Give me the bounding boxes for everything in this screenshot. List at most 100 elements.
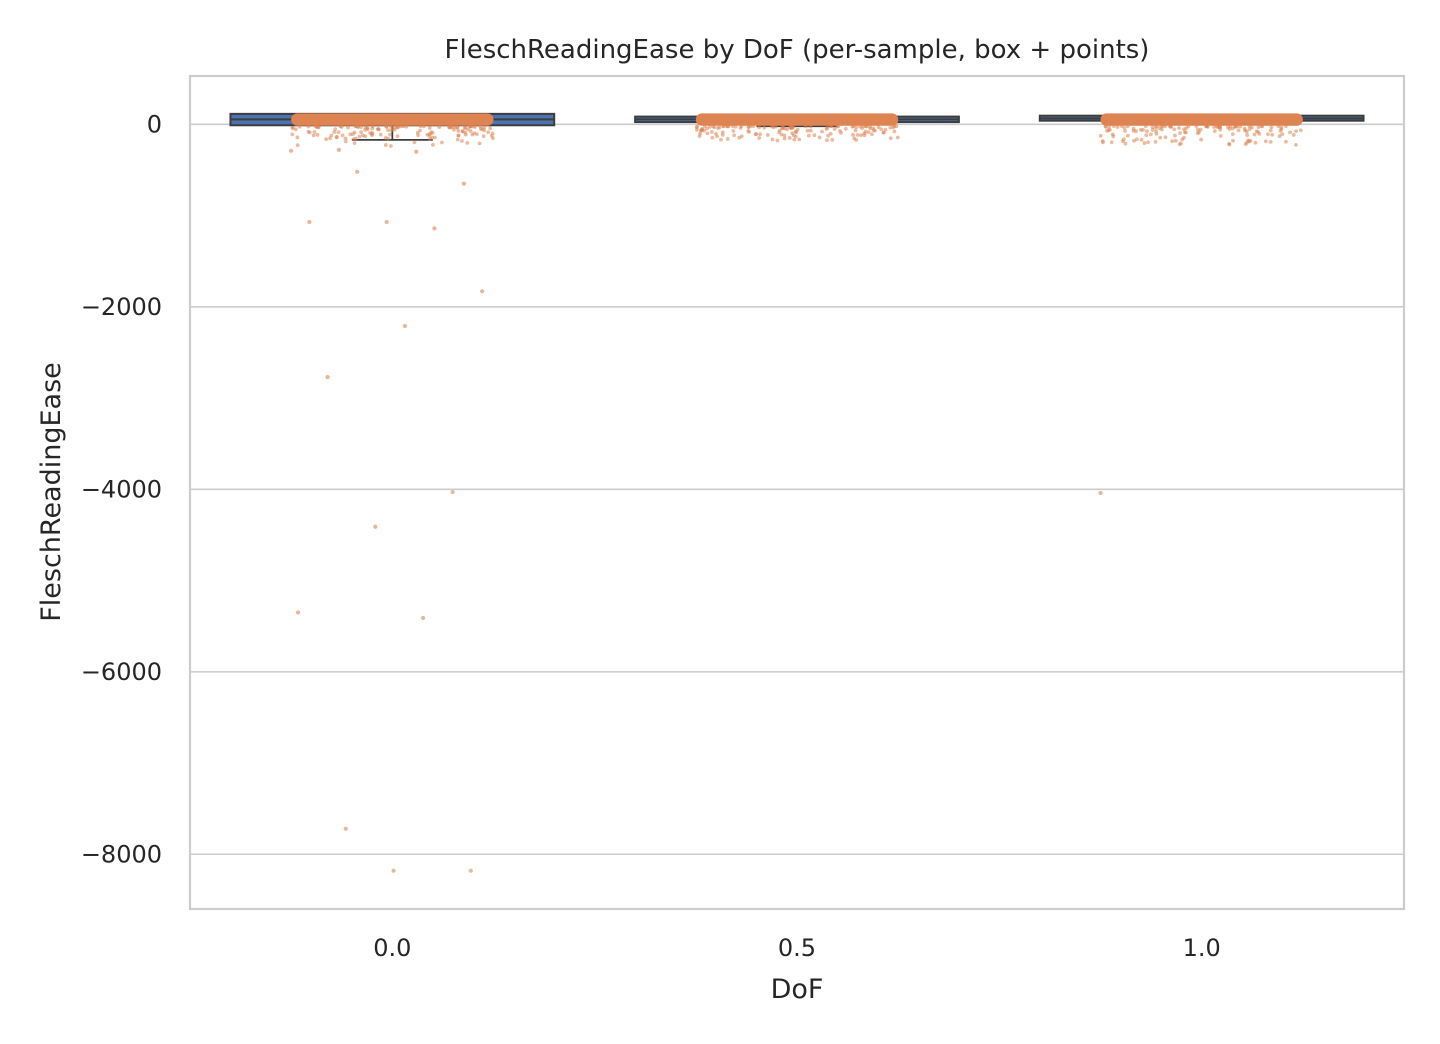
x-tick-label: 1.0 <box>1183 934 1221 962</box>
grid-layer <box>190 123 1404 856</box>
point <box>1212 125 1216 129</box>
point <box>732 133 736 138</box>
point <box>775 138 780 143</box>
point <box>825 138 829 143</box>
point <box>455 137 460 142</box>
points-layer <box>289 113 1303 873</box>
point <box>340 133 345 138</box>
point <box>1298 128 1303 133</box>
point <box>1131 126 1136 131</box>
point <box>488 126 493 131</box>
point <box>751 124 756 129</box>
point <box>386 128 390 133</box>
outlier-point <box>336 147 342 153</box>
point <box>835 124 839 129</box>
point <box>388 144 393 148</box>
point <box>1268 128 1273 133</box>
point <box>855 133 860 137</box>
outlier-point <box>391 868 396 873</box>
point <box>482 128 487 133</box>
point <box>460 139 464 143</box>
points-1.0 <box>1098 113 1303 147</box>
point <box>757 125 762 130</box>
point <box>346 125 350 130</box>
point <box>1279 125 1284 130</box>
point <box>725 124 730 129</box>
point <box>1153 140 1158 144</box>
point <box>716 126 720 130</box>
point <box>463 130 468 135</box>
point <box>1277 134 1282 139</box>
point <box>1154 124 1159 129</box>
point <box>790 131 795 136</box>
point <box>1227 127 1232 131</box>
point <box>1180 137 1185 142</box>
point <box>1246 138 1250 143</box>
point <box>853 128 858 133</box>
point <box>478 126 483 131</box>
y-tick-label: −4000 <box>81 475 162 503</box>
point <box>336 130 341 135</box>
point <box>365 127 370 131</box>
point <box>805 128 810 133</box>
point <box>297 124 302 129</box>
point <box>431 143 435 147</box>
point <box>473 125 477 129</box>
point <box>1123 141 1128 146</box>
point <box>1230 132 1235 137</box>
point <box>481 134 486 139</box>
x-tick-label: 0.0 <box>373 934 411 962</box>
point <box>753 132 758 137</box>
point <box>707 125 712 129</box>
point <box>360 133 365 138</box>
outlier-point <box>1098 490 1103 496</box>
point <box>1154 129 1158 134</box>
point <box>1111 124 1116 129</box>
point <box>702 128 706 133</box>
point <box>709 130 714 134</box>
point <box>891 125 896 130</box>
point <box>306 124 311 129</box>
point <box>339 125 344 129</box>
outlier-point <box>468 868 473 873</box>
point <box>1227 142 1232 147</box>
point <box>699 128 704 133</box>
point <box>828 131 833 136</box>
point <box>353 136 358 141</box>
point <box>1242 126 1247 131</box>
point <box>1270 132 1275 137</box>
point <box>1100 139 1105 143</box>
point <box>489 133 494 138</box>
outlier-point <box>343 826 348 831</box>
point <box>1212 129 1217 133</box>
point <box>1163 124 1168 129</box>
outlier-point <box>325 374 330 380</box>
point <box>1243 142 1248 146</box>
point <box>324 137 329 142</box>
point <box>1150 128 1155 132</box>
point <box>1107 127 1112 132</box>
point <box>1231 138 1235 143</box>
outlier-point <box>450 489 455 495</box>
point <box>1217 124 1222 129</box>
outlier-point <box>432 226 437 231</box>
point <box>1269 125 1274 130</box>
point <box>1178 131 1182 135</box>
point <box>311 133 316 138</box>
point <box>703 124 707 129</box>
point <box>348 132 353 137</box>
point <box>437 125 442 130</box>
point <box>883 127 888 132</box>
point <box>762 125 767 130</box>
point <box>343 136 348 141</box>
point <box>797 137 802 142</box>
point <box>731 129 736 133</box>
point <box>290 132 295 137</box>
point <box>1232 124 1237 129</box>
point <box>1294 142 1298 147</box>
point <box>888 125 893 130</box>
point <box>787 136 792 140</box>
point <box>782 126 787 131</box>
point <box>812 133 817 138</box>
point <box>456 129 461 133</box>
